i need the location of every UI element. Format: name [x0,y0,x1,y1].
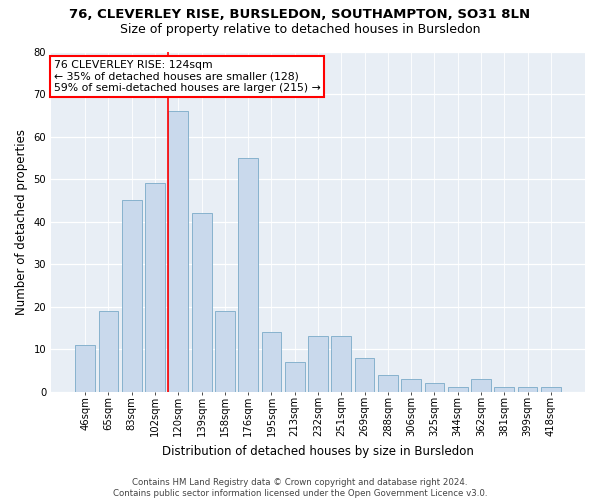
Bar [262,332,281,392]
X-axis label: Distribution of detached houses by size in Bursledon: Distribution of detached houses by size … [162,444,474,458]
Text: 76 CLEVERLEY RISE: 124sqm
← 35% of detached houses are smaller (128)
59% of semi: 76 CLEVERLEY RISE: 124sqm ← 35% of detac… [54,60,320,93]
Text: Contains HM Land Registry data © Crown copyright and database right 2024.
Contai: Contains HM Land Registry data © Crown c… [113,478,487,498]
Bar [378,374,398,392]
Bar [541,388,561,392]
Bar [448,388,467,392]
Bar [471,379,491,392]
Text: 76, CLEVERLEY RISE, BURSLEDON, SOUTHAMPTON, SO31 8LN: 76, CLEVERLEY RISE, BURSLEDON, SOUTHAMPT… [70,8,530,20]
Bar [98,311,118,392]
Text: Size of property relative to detached houses in Bursledon: Size of property relative to detached ho… [120,22,480,36]
Bar [285,362,305,392]
Bar [76,345,95,392]
Bar [308,336,328,392]
Bar [425,383,445,392]
Bar [238,158,258,392]
Bar [122,200,142,392]
Bar [355,358,374,392]
Bar [494,388,514,392]
Bar [401,379,421,392]
Bar [215,311,235,392]
Bar [192,213,212,392]
Bar [331,336,351,392]
Y-axis label: Number of detached properties: Number of detached properties [15,128,28,314]
Bar [169,111,188,392]
Bar [518,388,538,392]
Bar [145,184,165,392]
